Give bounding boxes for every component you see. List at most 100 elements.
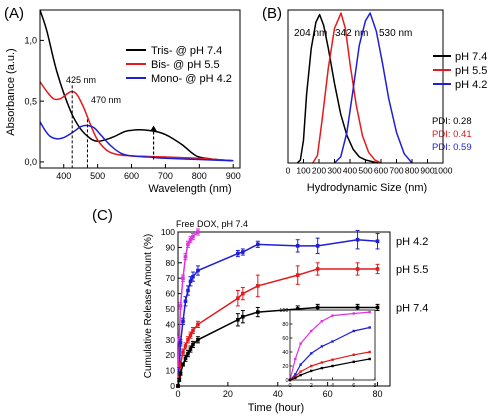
panel-c-data-point <box>196 230 200 234</box>
panel-b-xtick-label: 300 <box>327 166 341 176</box>
panel-c-data-point <box>186 351 190 356</box>
panel-c-inset-ytick-label: 60 <box>282 336 288 342</box>
panel-a-annotation-470: 470 nm <box>91 95 121 105</box>
panel-c-data-point <box>295 273 300 277</box>
panel-c-data-point <box>183 344 188 348</box>
panel-c-ytick-label: 0 <box>170 381 175 391</box>
panel-b-xtick-label: 1000 <box>434 166 453 176</box>
panel-b-label: (B) <box>262 5 282 22</box>
panel-b-xtick-label: 200 <box>312 166 326 176</box>
panel-c-inset-xtick-label: 2 <box>310 383 313 389</box>
panel-b-xtick-label: 0 <box>286 166 291 176</box>
panel-a-series-line-0 <box>40 10 234 162</box>
panel-b-pdi-0: PDI: 0.28 <box>432 116 472 127</box>
panel-b-legend-label-2: pH 4.2 <box>455 79 487 91</box>
panel-a-xtick-label: 500 <box>90 171 105 181</box>
panel-c-inset-point <box>299 363 302 366</box>
panel-c-data-point <box>241 314 245 319</box>
panel-c-series-label-1: pH 5.5 <box>396 264 428 276</box>
panel-a-xtick-label: 700 <box>158 171 173 181</box>
panel-a-legend-label-2: Mono- @ pH 4.2 <box>151 73 232 85</box>
panel-c-data-point <box>188 333 193 337</box>
panel-c-inset-frame <box>289 309 376 381</box>
panel-c-inset-ytick-label: 80 <box>282 322 288 328</box>
panel-a-legend-label-0: Tris- @ pH 7.4 <box>151 45 222 57</box>
panel-a-xtick-label: 400 <box>56 171 71 181</box>
panel-c-xtick-label: 40 <box>273 389 283 399</box>
panel-a-legend-label-1: Bis- @ pH 5.5 <box>151 59 220 71</box>
panel-c-inset-point <box>368 326 371 329</box>
panel-a-xtick-label: 600 <box>124 171 139 181</box>
panel-c-data-point <box>181 319 185 324</box>
panel-c-data-point <box>236 317 240 322</box>
panel-c-data-point <box>196 338 200 342</box>
panel-c-inset-point <box>310 369 313 373</box>
panel-c-data-point <box>236 296 240 301</box>
panel-a-ytick-label: 1,0 <box>24 36 37 46</box>
panel-c-inset-point <box>310 329 313 333</box>
panel-c-data-point <box>315 305 320 310</box>
panel-a-series-line-2 <box>40 121 234 162</box>
panel-c-data-point <box>355 267 360 271</box>
panel-c-ytick-label: 70 <box>166 273 176 283</box>
panel-c-data-point <box>256 310 260 314</box>
panel-c-inset-point <box>331 364 334 368</box>
panel-c-series-line-3 <box>177 306 378 387</box>
panel-c-inset-line-1 <box>289 326 370 381</box>
panel-c-data-point <box>355 305 360 310</box>
panel-c-data-point <box>191 234 195 239</box>
panel-c-data-point <box>375 305 380 310</box>
panel-c-data-point <box>256 284 260 288</box>
panel-b-xtick-label: 900 <box>420 166 434 176</box>
panel-a-arrow-head <box>150 125 158 132</box>
panel-c-inset-point <box>331 314 334 317</box>
panel-c-series-label-0: pH 4.2 <box>396 236 428 248</box>
panel-c-data-point <box>186 338 190 342</box>
panel-c-data-point <box>241 291 245 296</box>
panel-c-data-point <box>186 242 190 247</box>
panel-b-pdi-1: PDI: 0.41 <box>432 129 472 140</box>
panel-c-xtick-label: 80 <box>373 389 383 399</box>
panel-c-xtick-label: 60 <box>323 389 333 399</box>
panel-c-data-point <box>196 322 200 327</box>
panel-c-inset-point <box>368 310 371 314</box>
panel-c-inset-xtick-label: 0 <box>288 383 291 389</box>
panel-c-data-point <box>355 237 360 242</box>
panel-c-data-point <box>181 362 185 367</box>
panel-c-data-point <box>295 307 300 311</box>
panel-c-inset-point <box>320 345 324 348</box>
panel-c-inset-point <box>352 312 355 315</box>
panel-b-legend-label-1: pH 5.5 <box>455 65 487 77</box>
panel-a-plot-area <box>40 10 234 162</box>
panel-c-ytick-label: 90 <box>166 242 176 252</box>
panel-c-inset-point <box>310 352 313 355</box>
panel-c-inset-point <box>294 357 297 361</box>
panel-b-xtick-label: 700 <box>389 166 403 176</box>
panel-b-peak-204: 204 nm <box>294 28 327 39</box>
panel-c-inset-point <box>299 370 302 373</box>
panel-c-inset-line-0 <box>289 311 370 381</box>
panel-c-inset-point <box>368 350 371 354</box>
panel-c-inset-point <box>294 373 297 376</box>
panel-c-inset-point <box>352 360 355 363</box>
panel-c-inset-point <box>352 353 355 356</box>
panel-c-data-point <box>315 244 320 248</box>
panel-b-peak-342: 342 nm <box>335 28 368 39</box>
panel-c-data-point <box>375 239 380 244</box>
panel-c-inset-point <box>294 375 297 378</box>
panel-b-xtick-label: 500 <box>358 166 372 176</box>
panel-c-ytick-label: 60 <box>166 289 176 299</box>
panel-b-series-line-0 <box>296 13 379 164</box>
panel-c-inset-point <box>299 342 302 345</box>
panel-b-xlabel: Hydrodynamic Size (nm) <box>307 182 427 194</box>
panel-c-xtick-label: 0 <box>175 389 180 399</box>
panel-c-ytick-label: 30 <box>166 335 176 345</box>
panel-c-data-point <box>181 276 185 280</box>
panel-c-data-point <box>181 350 185 354</box>
panel-c-data-point <box>183 254 188 259</box>
panel-c-xtick-label: 20 <box>223 389 233 399</box>
panel-b-xtick-label: 400 <box>343 166 357 176</box>
panel-a-series-line-1 <box>40 81 234 162</box>
panel-c-ytick-label: 50 <box>166 304 176 314</box>
